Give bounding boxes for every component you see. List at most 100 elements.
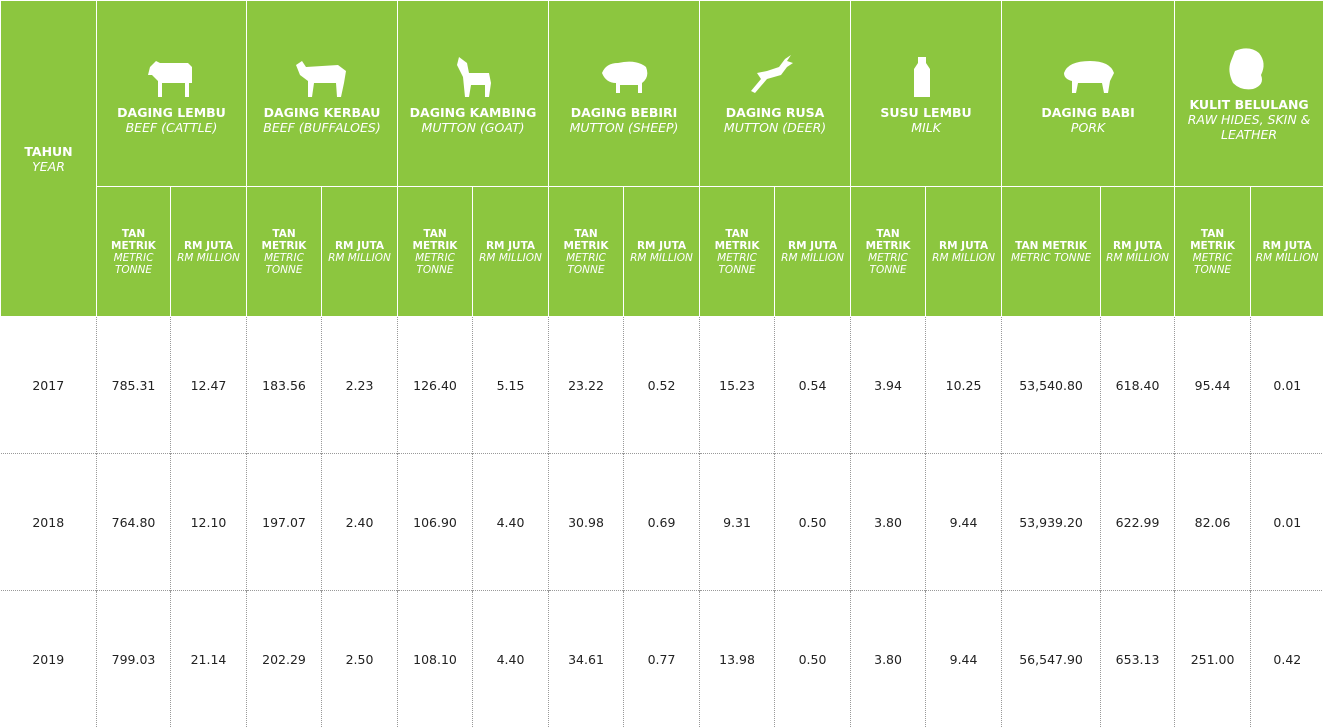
value-cell: 30.98	[549, 454, 624, 591]
value-cell: 764.80	[97, 454, 171, 591]
value-cell: 126.40	[398, 317, 473, 454]
group-title: KULIT BELULANG	[1177, 97, 1321, 112]
unit-sub: RM MILLION	[324, 252, 395, 264]
value-cell: 0.42	[1251, 591, 1323, 727]
group-title: DAGING KAMBING	[400, 105, 546, 120]
unit-label: RM JUTA	[1253, 240, 1321, 252]
group-icon	[1221, 45, 1277, 91]
value-cell: 9.31	[700, 454, 775, 591]
value-cell: 3.80	[851, 591, 926, 727]
value-cell: 4.40	[473, 454, 549, 591]
unit-label: TAN METRIK	[551, 228, 621, 252]
value-cell: 0.01	[1251, 454, 1323, 591]
value-cell: 53,540.80	[1002, 317, 1101, 454]
group-icon	[445, 53, 501, 99]
unit-sub: RM MILLION	[173, 252, 244, 264]
value-cell: 3.80	[851, 454, 926, 591]
group-icon	[294, 53, 350, 99]
group-subtitle: MUTTON (GOAT)	[400, 120, 546, 135]
value-cell: 799.03	[97, 591, 171, 727]
value-cell: 618.40	[1101, 317, 1175, 454]
unit-sub: METRIC TONNE	[99, 252, 168, 276]
value-cell: 0.01	[1251, 317, 1323, 454]
unit-label: TAN METRIK	[702, 228, 772, 252]
unit-sub: RM MILLION	[475, 252, 546, 264]
year-cell: 2019	[1, 591, 97, 727]
year-cell: 2018	[1, 454, 97, 591]
group-title: DAGING RUSA	[702, 105, 848, 120]
value-cell: 0.50	[775, 591, 851, 727]
year-cell: 2017	[1, 317, 97, 454]
group-subtitle: BEEF (BUFFALOES)	[249, 120, 395, 135]
group-subtitle: RAW HIDES, SKIN & LEATHER	[1177, 112, 1321, 142]
value-cell: 3.94	[851, 317, 926, 454]
value-cell: 15.23	[700, 317, 775, 454]
year-label: TAHUN	[3, 144, 94, 159]
unit-sub: METRIC TONNE	[702, 252, 772, 276]
group-subtitle: MUTTON (SHEEP)	[551, 120, 697, 135]
unit-sub: RM MILLION	[928, 252, 999, 264]
unit-label: RM JUTA	[173, 240, 244, 252]
value-cell: 653.13	[1101, 591, 1175, 727]
value-cell: 95.44	[1175, 317, 1251, 454]
value-cell: 183.56	[247, 317, 322, 454]
value-cell: 13.98	[700, 591, 775, 727]
value-cell: 82.06	[1175, 454, 1251, 591]
group-icon	[898, 53, 954, 99]
value-cell: 9.44	[926, 454, 1002, 591]
unit-label: TAN METRIK	[853, 228, 923, 252]
unit-sub: METRIC TONNE	[853, 252, 923, 276]
group-icon	[1060, 53, 1116, 99]
unit-label: RM JUTA	[626, 240, 697, 252]
value-cell: 0.77	[624, 591, 700, 727]
value-cell: 0.52	[624, 317, 700, 454]
group-icon	[144, 53, 200, 99]
unit-label: RM JUTA	[475, 240, 546, 252]
value-cell: 0.69	[624, 454, 700, 591]
group-subtitle: BEEF (CATTLE)	[99, 120, 244, 135]
group-subtitle: MILK	[853, 120, 999, 135]
unit-label: TAN METRIK	[99, 228, 168, 252]
group-title: SUSU LEMBU	[853, 105, 999, 120]
value-cell: 9.44	[926, 591, 1002, 727]
unit-sub: RM MILLION	[626, 252, 697, 264]
group-title: DAGING BEBIRI	[551, 105, 697, 120]
value-cell: 53,939.20	[1002, 454, 1101, 591]
unit-sub: RM MILLION	[777, 252, 848, 264]
unit-label: RM JUTA	[324, 240, 395, 252]
value-cell: 251.00	[1175, 591, 1251, 727]
value-cell: 622.99	[1101, 454, 1175, 591]
value-cell: 785.31	[97, 317, 171, 454]
value-cell: 12.10	[171, 454, 247, 591]
group-title: DAGING KERBAU	[249, 105, 395, 120]
value-cell: 21.14	[171, 591, 247, 727]
unit-label: TAN METRIK	[1004, 240, 1098, 252]
value-cell: 2.40	[322, 454, 398, 591]
value-cell: 23.22	[549, 317, 624, 454]
unit-sub: METRIC TONNE	[551, 252, 621, 276]
unit-label: RM JUTA	[1103, 240, 1172, 252]
